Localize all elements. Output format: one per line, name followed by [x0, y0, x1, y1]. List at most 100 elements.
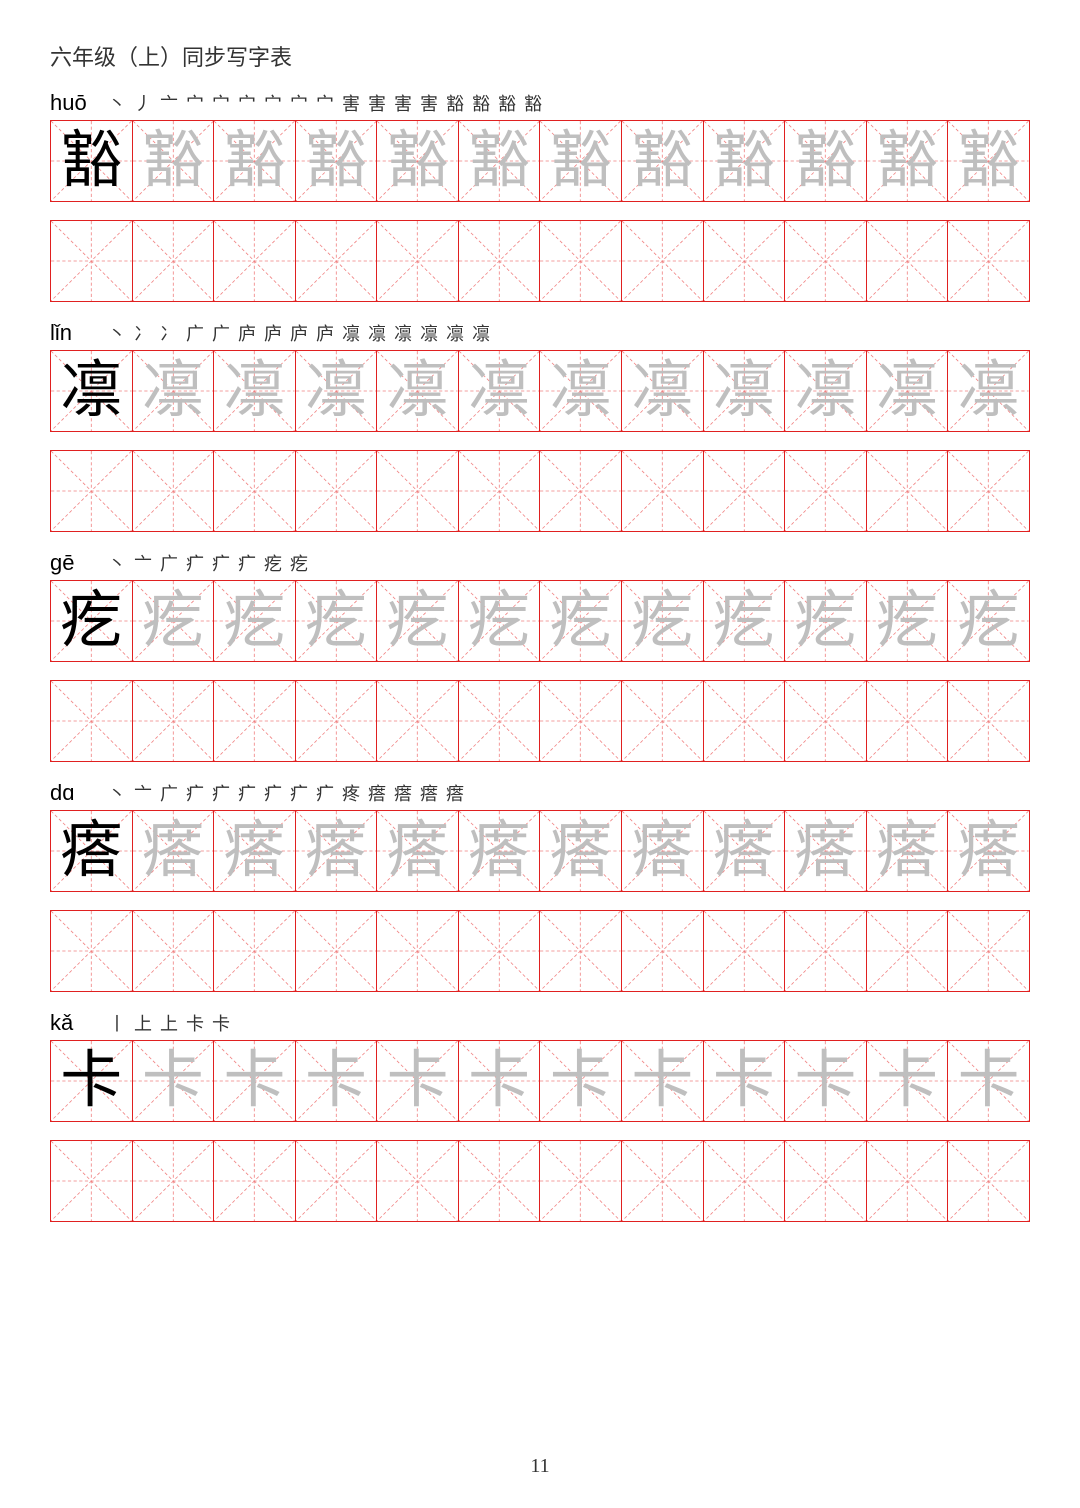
stroke-step: 疒 — [264, 780, 282, 806]
practice-char: 凛 — [223, 360, 285, 422]
stroke-step: 丶 — [108, 90, 126, 116]
stroke-step: 凛 — [420, 320, 438, 346]
grid-cell: 疙 — [704, 581, 786, 661]
grid-cell: 卡 — [622, 1041, 704, 1121]
pinyin-label: huō — [50, 90, 94, 116]
practice-char: 瘩 — [142, 820, 204, 882]
grid-cell: 瘩 — [51, 811, 133, 891]
stroke-step: 卡 — [212, 1010, 230, 1036]
practice-char: 凛 — [60, 360, 122, 422]
stroke-step: 上 — [134, 1010, 152, 1036]
grid-cell — [296, 221, 378, 301]
practice-char: 卡 — [60, 1050, 122, 1112]
stroke-sequence: 丶亠广疒疒疒疙疙 — [108, 550, 308, 576]
grid-cell — [948, 1141, 1029, 1221]
char-entry: huō 丶丿亠宀宀宀宀宀宀害害害害豁豁豁豁 豁 豁 豁 豁 豁 豁 — [50, 90, 1030, 302]
grid-row: 豁 豁 豁 豁 豁 豁 豁 豁 豁 — [50, 120, 1030, 202]
grid-cell: 豁 — [540, 121, 622, 201]
grid-cell: 瘩 — [133, 811, 215, 891]
practice-char: 卡 — [550, 1050, 612, 1112]
grid-cell — [867, 681, 949, 761]
grid-cell: 瘩 — [459, 811, 541, 891]
practice-char: 卡 — [958, 1050, 1020, 1112]
pinyin-row: kǎ 丨上上卡卡 — [50, 1010, 1030, 1038]
practice-char: 瘩 — [60, 820, 122, 882]
grid-row: 疙 疙 疙 疙 疙 疙 疙 疙 疙 — [50, 580, 1030, 662]
stroke-step: 疙 — [290, 550, 308, 576]
practice-char: 豁 — [794, 130, 856, 192]
pinyin-label: dɑ — [50, 780, 94, 806]
grid-cell — [214, 911, 296, 991]
grid-cell — [540, 681, 622, 761]
grid-cell — [540, 911, 622, 991]
stroke-step: 庐 — [290, 320, 308, 346]
practice-char: 卡 — [223, 1050, 285, 1112]
stroke-step: 疒 — [186, 550, 204, 576]
stroke-step: 广 — [160, 780, 178, 806]
grid-cell: 疙 — [540, 581, 622, 661]
stroke-step: 宀 — [316, 90, 334, 116]
grid-cell — [704, 1141, 786, 1221]
stroke-step: 丶 — [108, 550, 126, 576]
grid-cell — [948, 451, 1029, 531]
practice-char: 疙 — [387, 590, 449, 652]
grid-cell: 卡 — [459, 1041, 541, 1121]
grid-row: 瘩 瘩 瘩 瘩 瘩 瘩 瘩 瘩 瘩 — [50, 810, 1030, 892]
practice-char: 瘩 — [713, 820, 775, 882]
grid-cell — [622, 221, 704, 301]
grid-cell — [867, 1141, 949, 1221]
stroke-sequence: 丶丿亠宀宀宀宀宀宀害害害害豁豁豁豁 — [108, 90, 542, 116]
grid-cell — [459, 1141, 541, 1221]
grid-cell: 卡 — [51, 1041, 133, 1121]
grid-cell — [377, 911, 459, 991]
stroke-step: 瘩 — [420, 780, 438, 806]
grid-cell — [785, 911, 867, 991]
practice-char: 豁 — [876, 130, 938, 192]
grid-cell: 豁 — [51, 121, 133, 201]
stroke-sequence: 丶亠广疒疒疒疒疒疒疼瘩瘩瘩瘩 — [108, 780, 464, 806]
stroke-step: 冫 — [160, 320, 178, 346]
practice-char: 瘩 — [468, 820, 530, 882]
grid-cell: 卡 — [540, 1041, 622, 1121]
grid-cell: 豁 — [377, 121, 459, 201]
grid-cell: 豁 — [622, 121, 704, 201]
grid-cell: 凛 — [377, 351, 459, 431]
practice-char: 凛 — [631, 360, 693, 422]
practice-char: 疙 — [958, 590, 1020, 652]
practice-char: 豁 — [387, 130, 449, 192]
pinyin-row: huō 丶丿亠宀宀宀宀宀宀害害害害豁豁豁豁 — [50, 90, 1030, 118]
grid-cell: 疙 — [296, 581, 378, 661]
char-entry: gē 丶亠广疒疒疒疙疙 疙 疙 疙 疙 疙 疙 疙 — [50, 550, 1030, 762]
grid-cell — [214, 221, 296, 301]
stroke-step: 疒 — [212, 550, 230, 576]
grid-cell — [622, 1141, 704, 1221]
grid-cell — [377, 681, 459, 761]
char-entry: kǎ 丨上上卡卡 卡 卡 卡 卡 卡 卡 卡 — [50, 1010, 1030, 1222]
practice-char: 凛 — [142, 360, 204, 422]
grid-cell: 豁 — [459, 121, 541, 201]
grid-cell: 凛 — [785, 351, 867, 431]
stroke-step: 广 — [160, 550, 178, 576]
practice-char: 卡 — [305, 1050, 367, 1112]
grid-cell — [867, 221, 949, 301]
practice-char: 疙 — [60, 590, 122, 652]
grid-row — [50, 1140, 1030, 1222]
practice-char: 卡 — [713, 1050, 775, 1112]
grid-cell — [948, 911, 1029, 991]
grid-cell: 凛 — [540, 351, 622, 431]
stroke-step: 疒 — [212, 780, 230, 806]
grid-cell — [377, 451, 459, 531]
worksheet-body: huō 丶丿亠宀宀宀宀宀宀害害害害豁豁豁豁 豁 豁 豁 豁 豁 豁 — [50, 90, 1030, 1222]
stroke-step: 宀 — [186, 90, 204, 116]
grid-row — [50, 680, 1030, 762]
practice-char: 凛 — [550, 360, 612, 422]
grid-cell — [51, 451, 133, 531]
stroke-step: 凛 — [368, 320, 386, 346]
practice-char: 卡 — [468, 1050, 530, 1112]
practice-char: 豁 — [60, 130, 122, 192]
char-entry: dɑ 丶亠广疒疒疒疒疒疒疼瘩瘩瘩瘩 瘩 瘩 瘩 瘩 瘩 瘩 — [50, 780, 1030, 992]
grid-cell — [133, 681, 215, 761]
grid-cell: 豁 — [785, 121, 867, 201]
stroke-step: 上 — [160, 1010, 178, 1036]
stroke-step: 疒 — [290, 780, 308, 806]
